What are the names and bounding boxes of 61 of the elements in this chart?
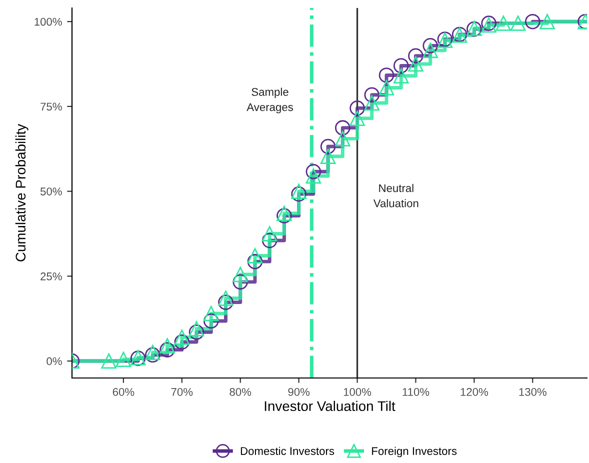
point bbox=[174, 330, 190, 345]
point bbox=[378, 80, 394, 96]
point bbox=[306, 168, 322, 184]
point bbox=[101, 353, 116, 369]
point bbox=[422, 42, 438, 58]
point bbox=[116, 352, 132, 367]
x-tick-label: 120% bbox=[460, 388, 488, 396]
legend-label: Foreign Investors bbox=[372, 446, 457, 458]
point bbox=[218, 290, 234, 306]
point bbox=[188, 321, 204, 336]
point bbox=[408, 56, 424, 72]
point bbox=[422, 38, 438, 54]
point bbox=[496, 16, 512, 31]
point bbox=[262, 226, 278, 242]
ref-line-label: Neutral Valuation bbox=[373, 184, 418, 208]
y-tick-label: 100% bbox=[34, 18, 62, 26]
x-tick-label: 130% bbox=[519, 388, 546, 396]
x-tick-label: 110% bbox=[402, 388, 430, 396]
point bbox=[393, 58, 409, 74]
ref-line-label: Sample Averages bbox=[246, 88, 293, 114]
point bbox=[364, 87, 380, 103]
point bbox=[393, 68, 409, 84]
point bbox=[378, 68, 394, 83]
point bbox=[364, 95, 380, 111]
point bbox=[350, 110, 365, 126]
x-tick-label: 70% bbox=[171, 388, 193, 396]
point bbox=[320, 148, 336, 164]
y-axis-title: Cumulative Probability bbox=[15, 124, 28, 262]
point bbox=[160, 342, 175, 358]
point bbox=[291, 184, 306, 199]
point bbox=[408, 48, 424, 64]
x-tick-label: 60% bbox=[112, 388, 134, 396]
point bbox=[335, 131, 350, 146]
point bbox=[232, 274, 248, 290]
point bbox=[218, 294, 234, 310]
point bbox=[262, 232, 278, 248]
point bbox=[335, 120, 350, 136]
y-tick-label: 75% bbox=[40, 102, 62, 111]
point bbox=[232, 266, 248, 282]
point bbox=[174, 334, 190, 350]
point bbox=[247, 248, 263, 264]
y-tick-label: 0% bbox=[46, 357, 62, 366]
point bbox=[203, 313, 219, 329]
point bbox=[306, 164, 322, 180]
point bbox=[160, 338, 175, 354]
point bbox=[188, 324, 204, 340]
x-tick-label: 80% bbox=[230, 388, 252, 396]
point bbox=[291, 186, 306, 202]
point bbox=[320, 138, 336, 154]
x-tick-label: 90% bbox=[288, 388, 310, 396]
y-tick-label: 50% bbox=[40, 188, 62, 196]
x-axis-title: Investor Valuation Tilt bbox=[264, 400, 396, 412]
point bbox=[203, 306, 219, 322]
x-tick-label: 100% bbox=[344, 388, 372, 396]
point bbox=[350, 100, 365, 116]
point bbox=[510, 16, 526, 31]
point bbox=[540, 14, 555, 30]
legend-label: Domestic Investors bbox=[240, 446, 334, 455]
point bbox=[247, 254, 263, 270]
y-tick-label: 25% bbox=[40, 272, 62, 280]
point bbox=[524, 14, 540, 30]
